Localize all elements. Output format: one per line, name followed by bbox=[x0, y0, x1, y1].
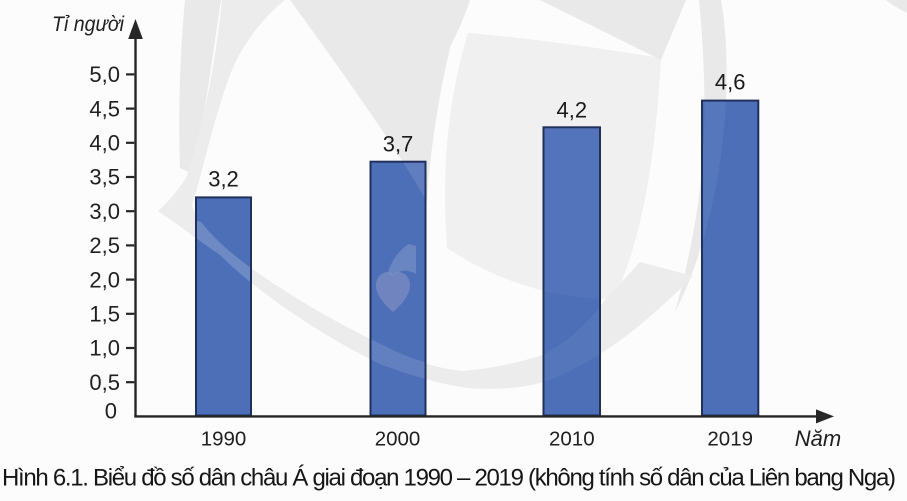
svg-text:Tỉ người: Tỉ người bbox=[52, 12, 125, 36]
svg-text:4,0: 4,0 bbox=[89, 131, 120, 156]
svg-text:2010: 2010 bbox=[549, 428, 595, 451]
svg-text:0,5: 0,5 bbox=[89, 370, 120, 395]
svg-text:4,6: 4,6 bbox=[715, 69, 746, 94]
svg-text:1,5: 1,5 bbox=[89, 302, 120, 327]
svg-text:Hình 6.1. Biểu đồ số dân châu: Hình 6.1. Biểu đồ số dân châu Á giai đoạ… bbox=[2, 465, 896, 492]
svg-text:2019: 2019 bbox=[707, 428, 753, 451]
svg-text:3,5: 3,5 bbox=[89, 165, 120, 190]
svg-text:3,0: 3,0 bbox=[89, 199, 120, 224]
svg-text:3,2: 3,2 bbox=[208, 166, 239, 191]
svg-text:4,2: 4,2 bbox=[557, 97, 588, 122]
svg-text:4,5: 4,5 bbox=[89, 96, 120, 121]
svg-text:Năm: Năm bbox=[795, 426, 841, 451]
svg-text:2,5: 2,5 bbox=[89, 233, 120, 258]
svg-text:3,7: 3,7 bbox=[383, 132, 414, 157]
svg-text:2,0: 2,0 bbox=[89, 267, 120, 292]
svg-text:5,0: 5,0 bbox=[89, 62, 120, 87]
svg-text:2000: 2000 bbox=[375, 428, 421, 451]
svg-text:1,0: 1,0 bbox=[89, 336, 120, 361]
svg-text:0: 0 bbox=[105, 399, 117, 424]
svg-text:1990: 1990 bbox=[201, 428, 247, 451]
